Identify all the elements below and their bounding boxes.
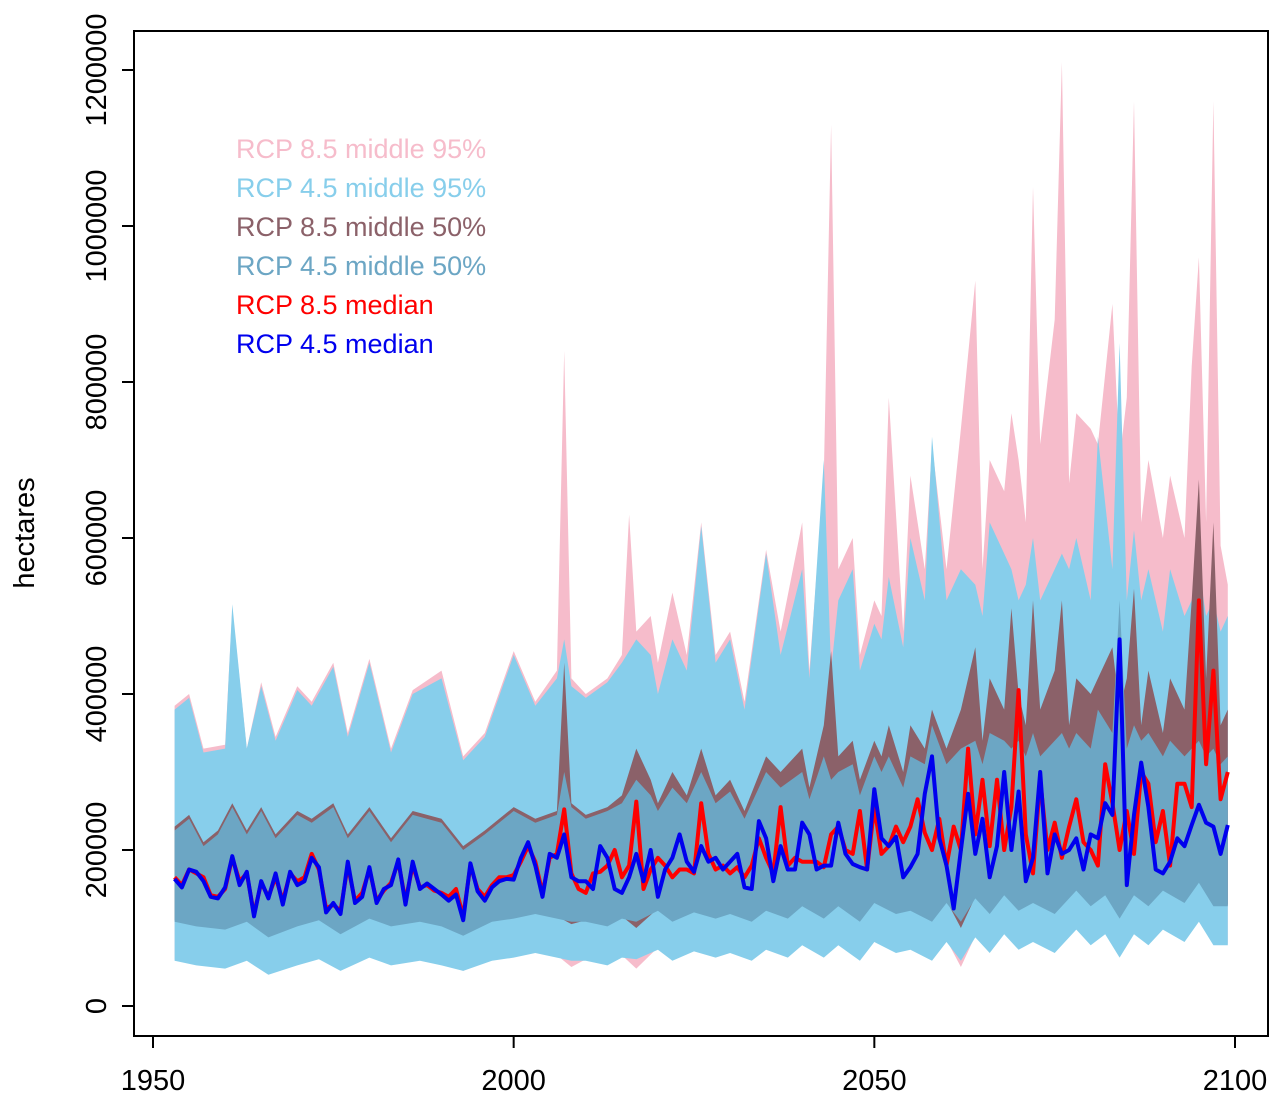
legend-entry: RCP 4.5 middle 50% xyxy=(236,251,486,281)
legend: RCP 8.5 middle 95% RCP 4.5 middle 95% RCP … xyxy=(236,134,486,359)
y-tick-label: 600000 xyxy=(81,490,113,587)
y-axis: 0 200000 400000 600000 800000 1000000 1200000 xyxy=(81,14,135,1014)
y-tick-label: 200000 xyxy=(81,802,113,899)
legend-entry: RCP 8.5 middle 95% xyxy=(236,134,486,164)
legend-entry: RCP 4.5 middle 95% xyxy=(236,173,486,203)
y-tick-label: 0 xyxy=(81,998,113,1014)
legend-entry: RCP 4.5 median xyxy=(236,329,434,359)
y-tick-label: 400000 xyxy=(81,646,113,743)
y-tick-label: 1200000 xyxy=(81,14,113,127)
x-tick-label: 2100 xyxy=(1203,1065,1268,1097)
x-tick-label: 1950 xyxy=(121,1065,186,1097)
legend-entry: RCP 8.5 median xyxy=(236,290,434,320)
x-tick-label: 2050 xyxy=(842,1065,907,1097)
y-tick-label: 1000000 xyxy=(81,170,113,283)
y-axis-title: hectares xyxy=(9,477,41,588)
x-axis: 1950 2000 2050 2100 xyxy=(121,1035,1268,1097)
line-rcp45_median xyxy=(173,637,1230,923)
band-rcp45_50 xyxy=(174,600,1228,938)
x-tick-label: 2000 xyxy=(481,1065,546,1097)
lines-layer xyxy=(173,598,1230,923)
y-tick-label: 800000 xyxy=(81,334,113,431)
legend-entry: RCP 8.5 middle 50% xyxy=(236,212,486,242)
